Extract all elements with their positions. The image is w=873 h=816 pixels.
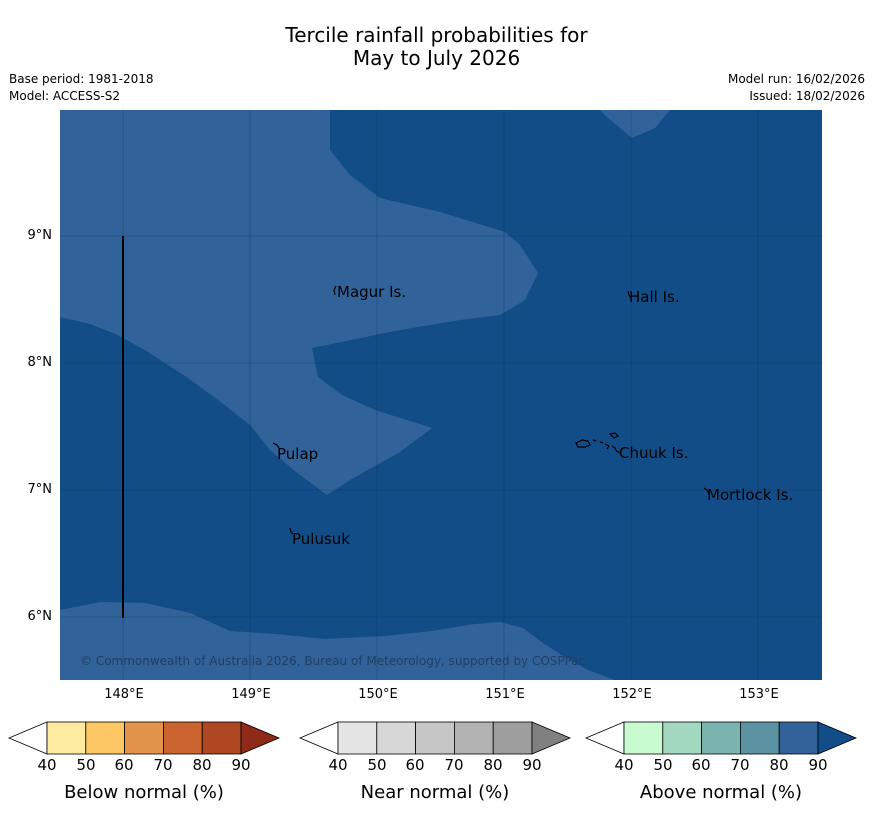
place-label-mortlock: Mortlock Is. xyxy=(707,486,794,504)
colorbar-extend-high xyxy=(817,721,858,755)
island-mortlock xyxy=(703,487,710,495)
cb-above-title: Above normal (%) xyxy=(639,782,803,803)
cb-below-tick-50: 50 xyxy=(76,756,96,774)
cb-near-tick-90: 90 xyxy=(522,756,542,774)
colorbar-segment xyxy=(453,721,494,755)
cb-below-title: Below normal (%) xyxy=(64,782,224,803)
cb-below-tick-80: 80 xyxy=(192,756,212,774)
map-title-line2: May to July 2026 xyxy=(352,46,521,70)
colorbar-segment xyxy=(778,721,819,755)
cb-near-tick-70: 70 xyxy=(444,756,464,774)
colorbar-segment xyxy=(492,721,533,755)
map-region-above-80-90 xyxy=(60,110,538,495)
place-label-pulap: Pulap xyxy=(277,445,319,463)
cb-near-title: Near normal (%) xyxy=(360,782,510,803)
cb-above-tick-50: 50 xyxy=(653,756,673,774)
colorbar-extend-high xyxy=(531,721,572,755)
colorbar-extend-high xyxy=(240,721,281,755)
colorbar-segment xyxy=(740,721,780,755)
base-period-label: Base period: 1981-2018 xyxy=(9,72,154,86)
copyright-credit: © Commonwealth of Australia 2026, Bureau… xyxy=(80,654,586,668)
colorbar-segment xyxy=(662,721,702,755)
cb-below-tick-60: 60 xyxy=(114,756,134,774)
lat-label-9n: 9°N xyxy=(27,228,53,243)
cb-above-tick-70: 70 xyxy=(730,756,750,774)
colorbar-extend-low xyxy=(7,721,48,755)
cb-near-tick-60: 60 xyxy=(405,756,425,774)
island-magur xyxy=(333,285,337,296)
cb-near-tick-50: 50 xyxy=(367,756,387,774)
place-label-hall: Hall Is. xyxy=(629,288,680,306)
place-label-chuuk: Chuuk Is. xyxy=(619,444,689,462)
colorbar-segment xyxy=(623,721,664,755)
issued-label: Issued: 18/02/2026 xyxy=(749,89,865,103)
colorbar-segment xyxy=(701,721,741,755)
place-label-pulusuk: Pulusuk xyxy=(292,530,350,548)
lon-label-148e: 148°E xyxy=(104,687,144,702)
map-region-above-80-90-top xyxy=(600,110,670,138)
island-chuuk xyxy=(575,432,621,454)
colorbar-segment xyxy=(162,721,203,755)
colorbar-extend-low xyxy=(584,721,625,755)
cb-above-tick-60: 60 xyxy=(691,756,711,774)
lat-label-8n: 8°N xyxy=(27,355,53,370)
lon-label-151e: 151°E xyxy=(485,687,525,702)
map-title-line1: Tercile rainfall probabilities for xyxy=(285,23,588,47)
lon-label-153e: 153°E xyxy=(739,687,779,702)
colorbar-above-normal xyxy=(584,721,858,755)
colorbar-segment xyxy=(415,721,455,755)
lon-label-150e: 150°E xyxy=(358,687,398,702)
cb-below-tick-40: 40 xyxy=(37,756,57,774)
map-region-above-80-90-bottom xyxy=(60,602,615,680)
lon-label-152e: 152°E xyxy=(612,687,652,702)
model-label: Model: ACCESS-S2 xyxy=(9,89,121,103)
lat-label-7n: 7°N xyxy=(27,482,53,497)
colorbar-segment xyxy=(85,721,126,755)
colorbar-segment xyxy=(124,721,164,755)
cb-near-tick-80: 80 xyxy=(483,756,503,774)
colorbar-segment xyxy=(46,721,87,755)
island-pulusuk xyxy=(289,527,294,535)
model-run-label: Model run: 16/02/2026 xyxy=(727,72,865,86)
lat-label-6n: 6°N xyxy=(27,609,53,624)
island-hall xyxy=(627,290,632,299)
cb-below-tick-90: 90 xyxy=(231,756,251,774)
colorbar-near-normal xyxy=(298,721,572,755)
place-label-magur: Magur Is. xyxy=(337,283,407,301)
lon-label-149e: 149°E xyxy=(231,687,271,702)
colorbar-segment xyxy=(376,721,416,755)
colorbar-segment xyxy=(201,721,242,755)
cb-below-tick-70: 70 xyxy=(153,756,173,774)
colorbar-below-normal xyxy=(7,721,281,755)
colorbar-segment xyxy=(337,721,378,755)
colorbar-extend-low xyxy=(298,721,339,755)
cb-above-tick-90: 90 xyxy=(808,756,828,774)
cb-above-tick-40: 40 xyxy=(614,756,634,774)
island-pulap xyxy=(272,442,280,449)
cb-near-tick-40: 40 xyxy=(328,756,348,774)
cb-above-tick-80: 80 xyxy=(769,756,789,774)
